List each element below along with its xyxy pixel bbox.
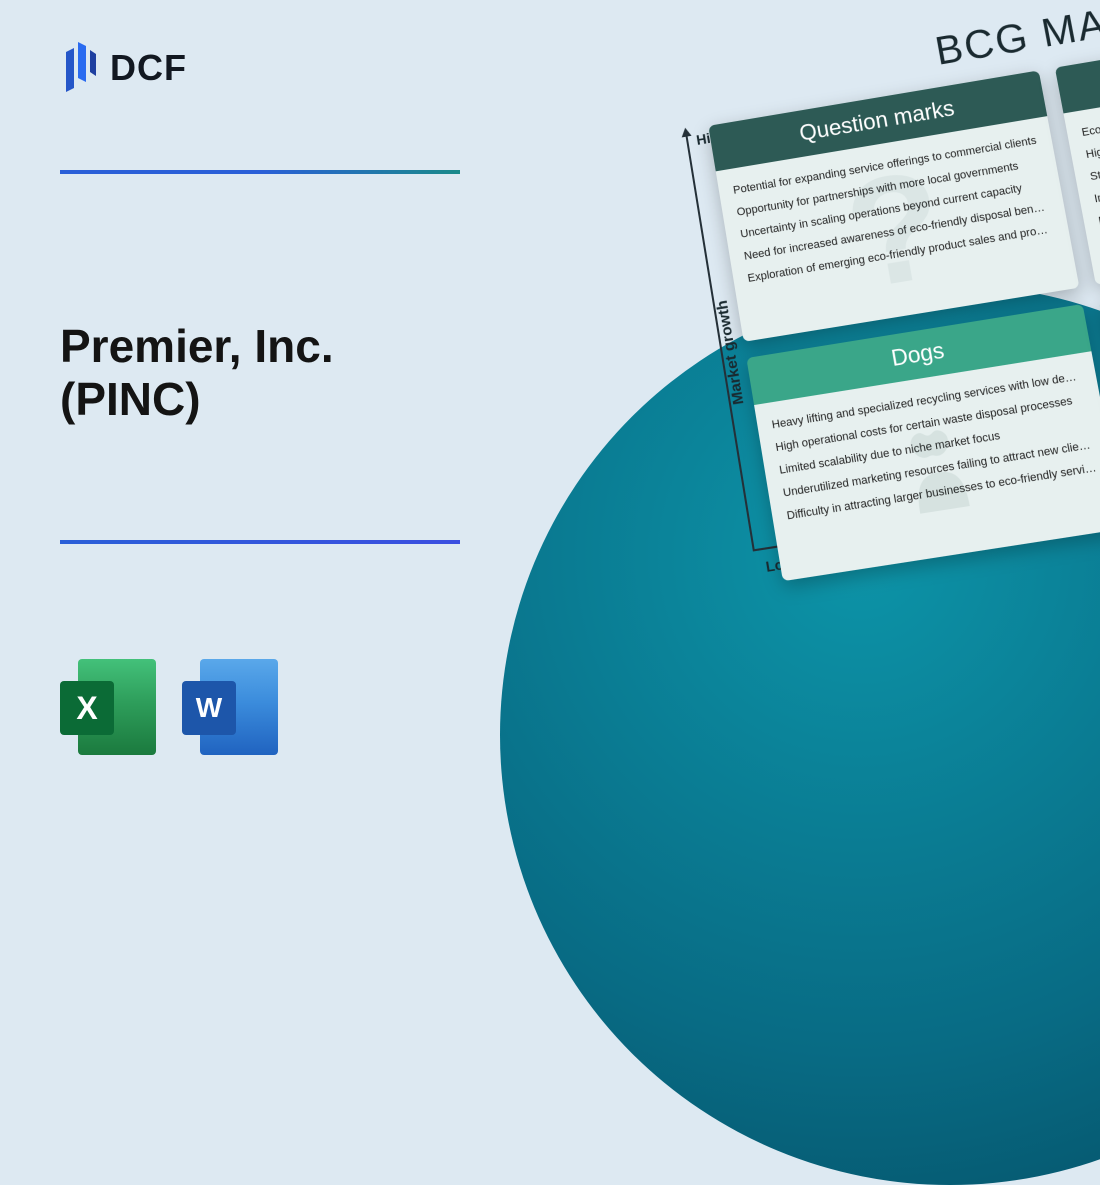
page-title: Premier, Inc. (PINC) bbox=[60, 320, 334, 426]
quadrant-dogs: Dogs Heavy lifting and specialized recyc… bbox=[746, 304, 1100, 581]
excel-icon: X bbox=[60, 659, 156, 755]
word-badge: W bbox=[182, 681, 236, 735]
brand-name: DCF bbox=[110, 47, 187, 89]
app-icons: X W bbox=[60, 659, 278, 755]
divider-bottom bbox=[60, 540, 460, 544]
brand-logo-mark bbox=[60, 42, 100, 94]
brand-logo: DCF bbox=[60, 42, 187, 94]
excel-badge: X bbox=[60, 681, 114, 735]
word-icon: W bbox=[182, 659, 278, 755]
divider-top bbox=[60, 170, 460, 174]
quadrant-question-marks: Question marks ? Potential for expanding… bbox=[708, 70, 1079, 341]
